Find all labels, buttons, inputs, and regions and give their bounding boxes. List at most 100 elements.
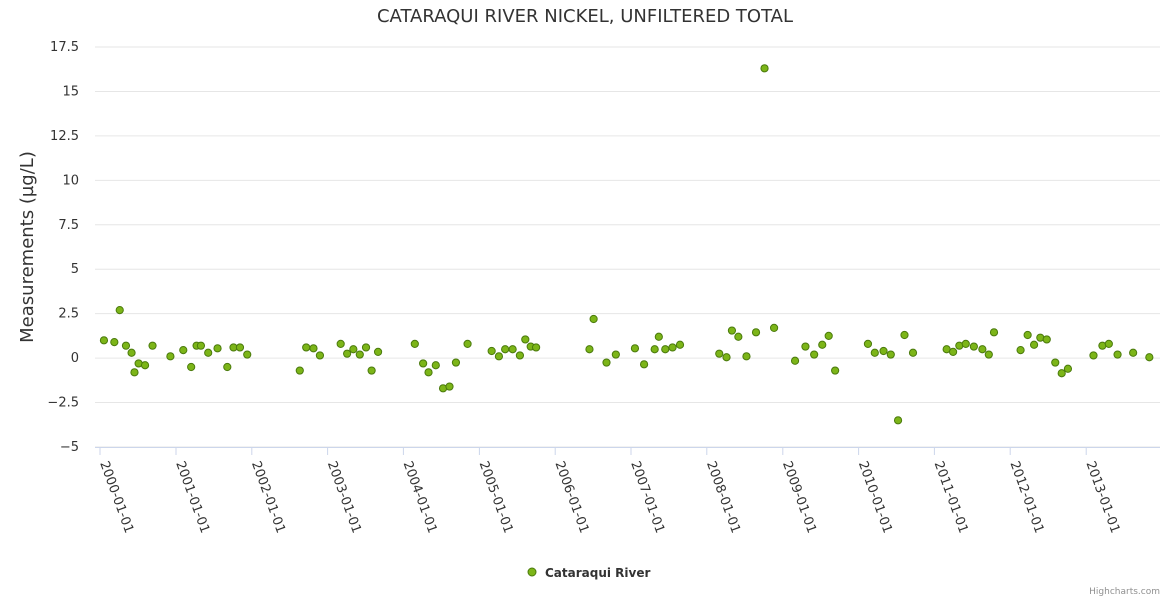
y-tick-label: 15 <box>62 84 79 99</box>
data-point[interactable] <box>1089 351 1098 360</box>
data-point[interactable] <box>115 306 124 315</box>
data-point[interactable] <box>148 341 157 350</box>
data-point[interactable] <box>969 342 978 351</box>
data-point[interactable] <box>355 350 364 359</box>
data-point[interactable] <box>630 344 640 353</box>
data-point[interactable] <box>336 339 345 348</box>
data-point[interactable] <box>315 351 325 360</box>
data-point[interactable] <box>1042 335 1051 344</box>
data-point[interactable] <box>410 339 419 348</box>
data-point[interactable] <box>1029 340 1039 349</box>
data-point[interactable] <box>295 366 304 375</box>
data-point[interactable] <box>445 382 454 391</box>
data-point[interactable] <box>1113 350 1122 359</box>
data-point[interactable] <box>650 345 659 354</box>
data-point[interactable] <box>121 341 131 350</box>
data-point[interactable] <box>343 349 352 358</box>
data-point[interactable] <box>734 332 743 341</box>
legend-label-cataraqui-river[interactable]: Cataraqui River <box>545 566 650 580</box>
data-point[interactable] <box>419 359 428 368</box>
data-point[interactable] <box>989 328 999 337</box>
data-point[interactable] <box>863 339 873 348</box>
data-point[interactable] <box>451 358 461 367</box>
data-point[interactable] <box>1023 330 1032 340</box>
data-point[interactable] <box>870 348 879 357</box>
data-point[interactable] <box>961 339 970 348</box>
data-point[interactable] <box>831 366 840 375</box>
data-point[interactable] <box>1063 364 1073 373</box>
data-point[interactable] <box>373 347 383 356</box>
data-point[interactable] <box>302 343 311 352</box>
data-point[interactable] <box>585 345 594 354</box>
data-point[interactable] <box>790 356 800 365</box>
data-point[interactable] <box>361 343 371 352</box>
data-point[interactable] <box>431 361 440 370</box>
data-point[interactable] <box>978 345 987 354</box>
data-point[interactable] <box>602 358 611 367</box>
data-point[interactable] <box>501 345 510 354</box>
data-point[interactable] <box>801 342 810 351</box>
data-point[interactable] <box>1016 346 1025 355</box>
data-point[interactable] <box>1051 358 1060 367</box>
data-point[interactable] <box>908 348 918 357</box>
data-point[interactable] <box>213 344 222 353</box>
data-point[interactable] <box>531 343 541 352</box>
data-point[interactable] <box>243 350 252 359</box>
data-point[interactable] <box>675 340 685 349</box>
data-point[interactable] <box>1104 339 1113 348</box>
credits-link[interactable]: Highcharts.com <box>1089 587 1160 597</box>
data-point[interactable] <box>521 335 530 344</box>
data-point[interactable] <box>661 345 670 354</box>
data-point[interactable] <box>589 314 598 324</box>
data-point[interactable] <box>166 352 175 361</box>
data-point[interactable] <box>715 349 724 358</box>
data-point[interactable] <box>727 326 737 335</box>
data-point[interactable] <box>668 343 677 352</box>
data-point[interactable] <box>751 328 761 337</box>
data-point[interactable] <box>611 350 620 359</box>
data-point[interactable] <box>769 323 779 332</box>
data-point[interactable] <box>179 346 188 355</box>
legend[interactable]: Cataraqui River <box>527 566 650 580</box>
data-point[interactable] <box>886 350 895 359</box>
data-point[interactable] <box>1129 348 1138 357</box>
data-point[interactable] <box>508 345 517 354</box>
data-point[interactable] <box>99 336 109 345</box>
data-point[interactable] <box>463 339 472 348</box>
y-tick-label: −5 <box>60 440 79 455</box>
data-point[interactable] <box>879 346 888 356</box>
data-point[interactable] <box>140 361 150 370</box>
data-point[interactable] <box>948 347 958 356</box>
data-point[interactable] <box>424 368 433 377</box>
data-point[interactable] <box>367 366 376 375</box>
data-point[interactable] <box>824 331 833 340</box>
data-point[interactable] <box>515 351 524 360</box>
data-point[interactable] <box>654 332 663 341</box>
data-point[interactable] <box>487 346 496 356</box>
data-point[interactable] <box>810 350 819 359</box>
data-point[interactable] <box>110 338 119 347</box>
data-point[interactable] <box>309 344 318 353</box>
data-point[interactable] <box>639 360 649 369</box>
data-point[interactable] <box>722 353 731 362</box>
data-point[interactable] <box>130 368 139 377</box>
data-point[interactable] <box>760 64 769 73</box>
data-point[interactable] <box>187 362 196 372</box>
x-tick-label: 2004-01-01 <box>400 459 440 535</box>
data-point[interactable] <box>196 341 206 350</box>
data-point[interactable] <box>223 362 232 372</box>
data-point[interactable] <box>204 348 213 357</box>
data-point[interactable] <box>818 340 827 349</box>
data-point[interactable] <box>1057 369 1066 378</box>
x-tick-label: 2005-01-01 <box>476 459 516 535</box>
x-axis-ticks: 2000-01-01 2001-01-01 2002-01-01 2003-01-01… <box>96 447 1122 535</box>
data-point[interactable] <box>984 350 993 359</box>
data-point[interactable] <box>742 352 751 361</box>
data-point[interactable] <box>235 343 245 352</box>
data-point[interactable] <box>900 330 909 340</box>
data-point[interactable] <box>1145 353 1154 362</box>
data-point[interactable] <box>127 348 136 357</box>
data-point[interactable] <box>893 416 903 425</box>
data-point[interactable] <box>494 352 504 361</box>
data-point[interactable] <box>349 345 358 354</box>
